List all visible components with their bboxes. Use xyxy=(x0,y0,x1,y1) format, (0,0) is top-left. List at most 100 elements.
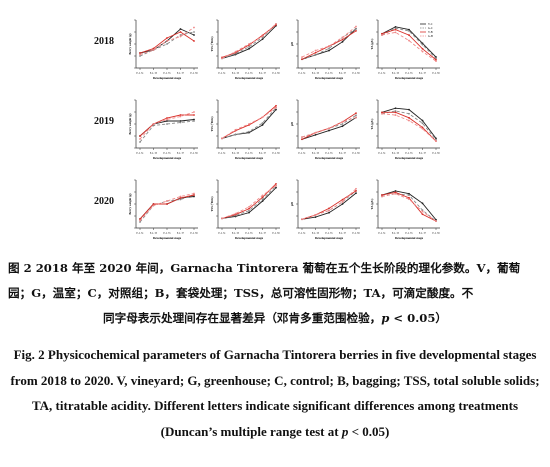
x-tick-label: E-L 38 xyxy=(352,152,360,155)
data-point-G-B xyxy=(408,198,410,201)
panel-2018-tss: E-L 31 E-L 33 E-L 35 E-L 37 E-L 38 Developmen… xyxy=(210,18,286,82)
x-tick-label: E-L 31 xyxy=(136,72,144,75)
x-tick-label: E-L 35 xyxy=(325,72,333,75)
series-line-G-B xyxy=(221,23,277,59)
panel-2020-berry-weight: E-L 31 E-L 33 E-L 35 E-L 37 E-L 38 Developmen… xyxy=(128,178,204,242)
x-tick-label: E-L 33 xyxy=(232,152,240,155)
y-axis-label: TSS (°Brix) xyxy=(210,117,214,132)
data-point-V-B xyxy=(408,116,410,119)
x-tick-label: E-L 38 xyxy=(190,72,198,75)
data-point-V-B xyxy=(341,198,344,201)
data-point-G-C xyxy=(355,114,357,117)
series-line-V-B xyxy=(301,190,357,220)
caption-chinese: 图 2 2018 年至 2020 年间，Garnacha Tintorera 葡… xyxy=(8,256,542,331)
series-line-G-C xyxy=(221,185,277,219)
data-point-G-C xyxy=(152,124,155,127)
series-line-G-B xyxy=(381,113,437,142)
data-point-G-B xyxy=(314,131,317,134)
data-point-V-C xyxy=(421,202,424,205)
data-point-V-B xyxy=(394,191,397,194)
data-point-V-B xyxy=(179,114,182,116)
data-point-G-B xyxy=(275,106,277,109)
series-line-V-B xyxy=(301,112,357,140)
data-point-G-C xyxy=(248,209,250,212)
data-point-G-B xyxy=(301,136,303,138)
caption-en-text: Fig. 2 Physicochemical parameters of Gar… xyxy=(10,347,540,439)
data-point-V-B xyxy=(248,207,250,210)
axis-frame xyxy=(297,180,360,229)
x-tick-label: E-L 37 xyxy=(177,152,185,155)
x-tick-label: E-L 38 xyxy=(272,232,280,235)
y-axis-label: pH xyxy=(290,121,294,126)
x-axis-label: Developmental stage xyxy=(315,156,344,160)
data-point-V-C xyxy=(314,216,317,218)
axis-frame xyxy=(217,180,280,229)
data-point-G-B xyxy=(193,192,195,195)
x-tick-label: E-L 35 xyxy=(163,232,171,235)
data-point-G-B xyxy=(314,49,317,52)
data-point-G-B xyxy=(394,31,397,34)
data-point-V-B xyxy=(381,32,383,35)
data-point-V-B xyxy=(341,38,344,41)
data-point-G-C xyxy=(328,47,330,50)
data-point-G-B xyxy=(193,26,195,29)
data-point-G-C xyxy=(166,123,168,125)
x-tick-label: E-L 37 xyxy=(419,72,427,75)
data-point-G-C xyxy=(139,55,141,57)
line-chart: E-L 31 E-L 33 E-L 35 E-L 37 E-L 38 Developmen… xyxy=(128,99,198,160)
data-point-G-B xyxy=(221,137,223,140)
data-point-G-B xyxy=(314,214,317,216)
data-point-G-B xyxy=(408,119,410,122)
panel-2019-ta: E-L 31 E-L 33 E-L 35 E-L 37 E-L 38 Developmen… xyxy=(370,98,446,162)
data-point-V-C xyxy=(408,108,410,111)
x-tick-label: E-L 33 xyxy=(150,232,158,235)
data-point-V-B xyxy=(301,58,303,61)
data-point-V-B xyxy=(381,111,383,114)
x-axis-label: Developmental stage xyxy=(153,156,182,160)
x-tick-label: E-L 33 xyxy=(312,152,320,155)
data-point-V-B xyxy=(435,58,437,61)
data-point-V-C xyxy=(261,200,264,203)
caption-cn-part1: 图 2 2018 年至 2020 年间，Garnacha Tintorera 葡… xyxy=(8,261,521,300)
data-point-V-B xyxy=(152,47,155,50)
series-line-V-B xyxy=(301,30,357,60)
x-tick-label: E-L 31 xyxy=(298,232,306,235)
axis-frame xyxy=(297,20,360,69)
data-point-G-C xyxy=(261,122,264,124)
data-point-V-C xyxy=(328,49,330,52)
caption-en-tail: < 0.05) xyxy=(348,423,390,439)
line-chart: E-L 31 E-L 33 E-L 35 E-L 37 E-L 38 Developmen… xyxy=(370,179,440,240)
data-point-G-B xyxy=(234,128,237,131)
data-point-G-C xyxy=(139,221,141,223)
data-point-V-B xyxy=(394,111,397,114)
x-tick-label: E-L 38 xyxy=(432,232,440,235)
data-point-G-C xyxy=(179,121,182,124)
data-point-V-B xyxy=(166,37,168,39)
x-tick-label: E-L 38 xyxy=(432,72,440,75)
x-axis-label: Developmental stage xyxy=(235,156,264,160)
series-line-G-B xyxy=(301,26,357,58)
data-point-G-B xyxy=(139,219,141,222)
data-point-V-C xyxy=(341,40,344,43)
data-point-G-B xyxy=(355,116,357,119)
x-tick-label: E-L 33 xyxy=(392,232,400,235)
data-point-G-C xyxy=(408,112,410,115)
x-tick-label: E-L 33 xyxy=(232,72,240,75)
data-point-G-C xyxy=(394,27,397,30)
series-line-G-C xyxy=(301,190,357,220)
series-line-G-B xyxy=(301,188,357,220)
x-tick-label: E-L 38 xyxy=(272,72,280,75)
data-point-V-C xyxy=(341,203,344,205)
x-tick-label: E-L 35 xyxy=(163,152,171,155)
data-point-V-B xyxy=(408,196,410,199)
data-point-G-B xyxy=(179,35,182,38)
x-tick-label: E-L 31 xyxy=(218,232,226,235)
data-point-G-B xyxy=(234,50,237,53)
x-tick-label: E-L 35 xyxy=(163,72,171,75)
data-point-V-C xyxy=(341,125,344,128)
caption-cn-part2: 同字母表示处理间存在显著差异（邓肯多重范围检验， xyxy=(103,311,382,325)
y-axis-label: TA (g/L) xyxy=(370,119,374,130)
data-point-G-B xyxy=(166,200,168,202)
x-tick-label: E-L 31 xyxy=(136,152,144,155)
series-line-V-B xyxy=(139,31,195,54)
